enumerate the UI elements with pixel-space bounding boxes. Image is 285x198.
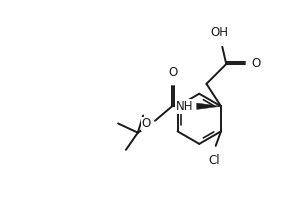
Text: OH: OH [211,27,229,39]
Text: O: O [168,66,178,79]
Text: NH: NH [176,100,193,113]
Text: O: O [251,57,260,69]
Text: O: O [142,117,151,130]
Text: Cl: Cl [209,154,220,167]
Polygon shape [197,103,221,109]
